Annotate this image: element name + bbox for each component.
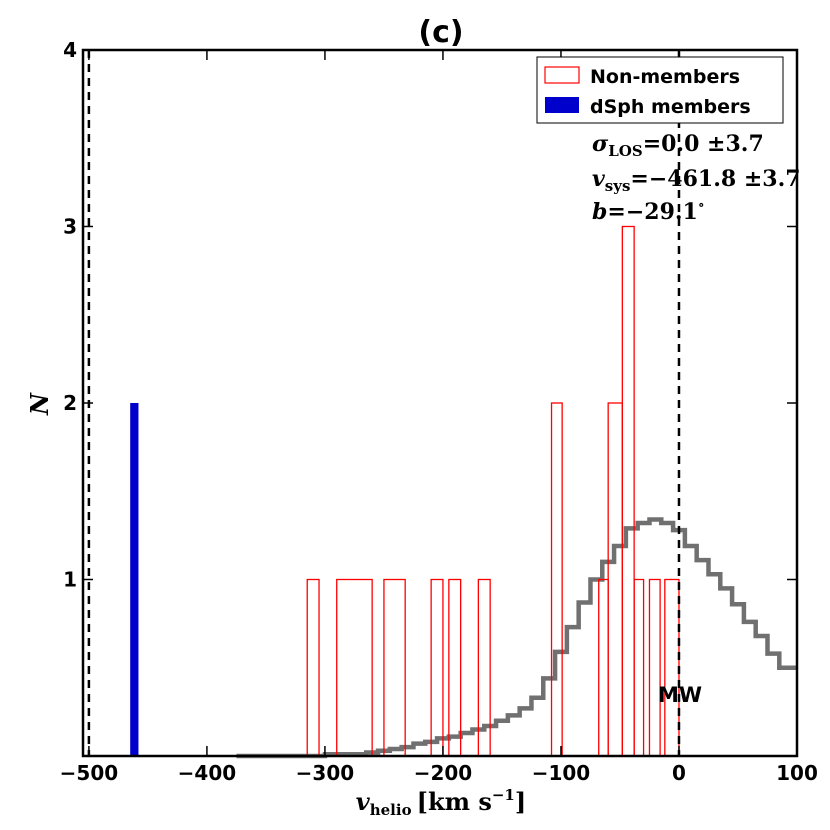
x-tick-label: −500 (60, 761, 119, 785)
legend-swatch-nonmembers (544, 66, 580, 84)
chart-title: (c) (418, 15, 463, 50)
y-tick-label: 1 (63, 568, 77, 592)
legend-swatch-members (545, 97, 579, 113)
x-axis-label-sub: helio (370, 801, 412, 819)
mw-label: MW (658, 683, 702, 707)
annotation-sigma-value: =0.0 ±3.7 (643, 131, 764, 157)
x-axis-label: vhelio [km s−1] (356, 786, 526, 819)
annotation-b-sup: ∘ (698, 198, 705, 213)
y-tick-label: 2 (63, 391, 77, 415)
annotation-vsys-sym: v (592, 166, 605, 192)
x-tick-label: −200 (414, 761, 473, 785)
annotation-sigma-sub: LOS (608, 142, 642, 160)
annotation-sigma-sym: σ (592, 131, 609, 157)
annotation-b-value: =−29.1 (607, 199, 697, 225)
member-bar (130, 403, 139, 756)
annotation-vsys-sub: sys (605, 177, 631, 195)
annotation-b-sym: b (592, 199, 607, 225)
x-tick-label: −100 (532, 761, 591, 785)
x-axis-label-unit: [km s (417, 787, 492, 816)
x-tick-label: −300 (296, 761, 355, 785)
x-tick-label: −400 (178, 761, 237, 785)
milky-way-model-series (236, 517, 797, 759)
members-series (130, 403, 139, 756)
legend-label-members: dSph members (590, 96, 751, 118)
ticks: −500 −400 −300 −200 −100 0 100 1 2 3 4 (60, 38, 818, 785)
x-axis-label-sup: −1 (492, 786, 515, 804)
annotation-vsys-value: =−461.8 ±3.7 (630, 166, 800, 192)
x-tick-label: 100 (776, 761, 818, 785)
y-tick-label: 3 (63, 215, 77, 239)
x-axis-label-close: ] (515, 787, 526, 816)
annotation-sigma: σLOS=0.0 ±3.7 (592, 131, 764, 160)
legend: Non-members dSph members (536, 56, 784, 124)
legend-label-nonmembers: Non-members (590, 66, 740, 88)
annotation-vsys: vsys=−461.8 ±3.7 (592, 166, 801, 195)
x-tick-label: 0 (672, 761, 686, 785)
y-axis-label: N (25, 392, 54, 416)
annotation-b: b=−29.1∘ (592, 198, 705, 225)
x-axis-label-main: v (356, 787, 371, 816)
milky-way-model-line (236, 517, 797, 759)
y-tick-label: 4 (63, 38, 77, 62)
